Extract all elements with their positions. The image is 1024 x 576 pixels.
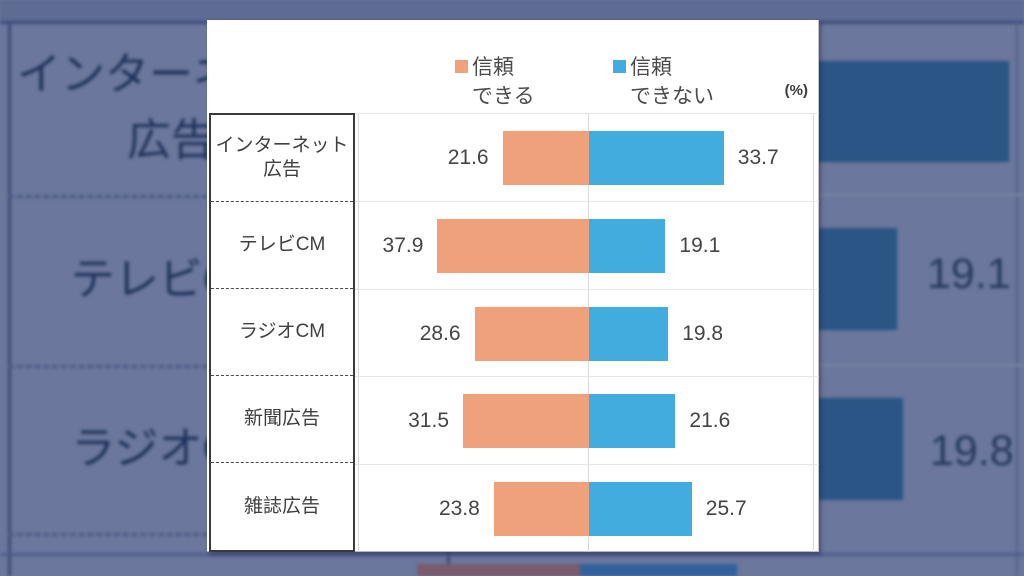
value-distrust: 25.7 [705, 497, 747, 521]
category-label: 新聞広告 [211, 376, 353, 463]
legend-label-trust: 信頼 できる [472, 56, 535, 108]
category-label: インターネット 広告 [211, 115, 353, 202]
bar-trust [493, 482, 589, 537]
bar-trust [474, 306, 589, 361]
chart-panel: 信頼 できる 信頼 できない (%) インターネット 広告 テレビCM ラジオCM 新… [207, 20, 819, 552]
bar-trust [437, 218, 589, 273]
bar-distrust [589, 131, 724, 185]
background-gridline [819, 194, 1024, 196]
plot-area: 21.6 33.7 37.9 19.1 28.6 19.8 31.5 21.6 23.8 25.7 [355, 113, 819, 552]
gridline-left [358, 113, 359, 552]
chart-row: 23.8 25.7 [355, 464, 819, 552]
value-distrust: 21.6 [689, 409, 731, 433]
background-bar-orange [417, 564, 580, 576]
background-value-label: 19.1 [927, 250, 1011, 298]
value-trust: 31.5 [408, 409, 449, 433]
chart-row: 21.6 33.7 [355, 113, 819, 201]
background-row-separator [8, 195, 208, 198]
background-table-right-border [1016, 21, 1018, 576]
value-trust: 23.8 [438, 497, 480, 521]
chart-row: 31.5 21.6 [355, 376, 819, 464]
gridline-right [813, 113, 814, 552]
value-trust: 28.6 [419, 321, 461, 345]
background-gridline [819, 364, 1024, 366]
bar-distrust [589, 218, 666, 273]
background-row-separator [8, 533, 208, 536]
background-bar-blue [580, 564, 737, 576]
bar-distrust [589, 306, 669, 361]
legend-label-distrust: 信頼 できない [630, 56, 714, 108]
background-row-separator [8, 365, 208, 368]
background-table-left-border [8, 21, 11, 576]
legend-swatch-trust [455, 60, 468, 73]
bar-trust [463, 394, 589, 449]
unit-label: (%) [784, 82, 808, 99]
background-table-column-border [447, 550, 450, 576]
category-column: インターネット 広告 テレビCM ラジオCM 新聞広告雑誌広告 [209, 113, 355, 552]
category-label: ラジオCM [211, 289, 353, 376]
category-label: テレビCM [211, 202, 353, 289]
bar-trust [502, 131, 589, 185]
legend-item-trust: 信頼 できる [455, 53, 535, 111]
bar-distrust [589, 394, 676, 449]
chart-row: 37.9 19.1 [355, 200, 819, 289]
chart-row: 28.6 19.8 [355, 288, 819, 377]
legend-swatch-distrust [613, 60, 626, 73]
value-distrust: 19.8 [682, 321, 724, 345]
category-label: 雑誌広告 [243, 495, 320, 517]
background-top-strip [0, 0, 1024, 21]
value-distrust: 33.7 [737, 146, 779, 169]
value-distrust: 19.1 [679, 233, 721, 257]
background-row-border [0, 553, 1024, 556]
legend-item-distrust: 信頼 できない [613, 53, 714, 111]
background-value-label: 19.8 [930, 427, 1014, 475]
bar-distrust [589, 482, 692, 537]
value-trust: 21.6 [447, 146, 489, 169]
value-trust: 37.9 [382, 233, 424, 257]
